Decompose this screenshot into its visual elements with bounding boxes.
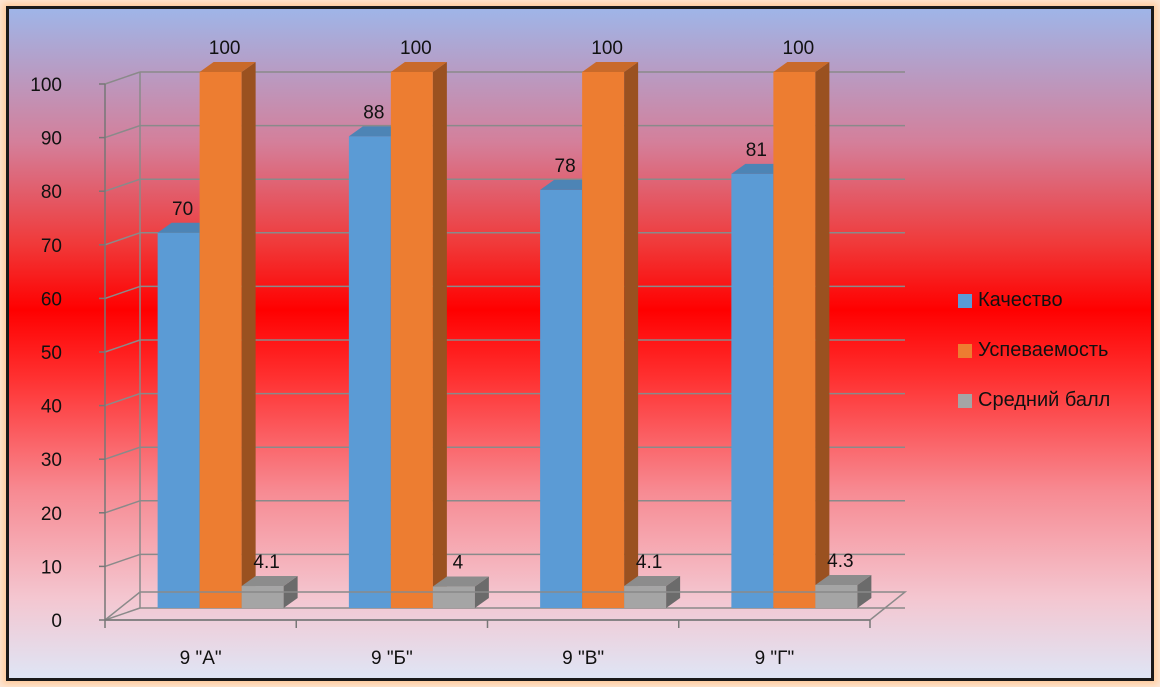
bar — [773, 72, 816, 608]
data-label: 100 — [783, 38, 815, 59]
data-label: 88 — [363, 102, 384, 123]
data-label: 81 — [746, 140, 767, 161]
bar — [241, 586, 284, 608]
bar-side — [432, 62, 447, 608]
bar-top — [815, 574, 872, 585]
bar-top — [582, 62, 639, 72]
data-label: 100 — [400, 38, 432, 59]
gridline-side — [104, 232, 141, 246]
legend-item: Успеваемость — [958, 338, 1110, 363]
y-tick-label: 50 — [41, 343, 62, 364]
data-label: 100 — [209, 38, 241, 59]
bar-top — [390, 62, 447, 72]
y-tick-label: 90 — [41, 129, 62, 150]
bar — [157, 232, 200, 609]
legend-label: Качество — [978, 289, 1063, 311]
gridline-side — [104, 607, 141, 621]
bar-top — [624, 576, 681, 587]
bar — [348, 136, 391, 608]
legend-swatch — [958, 293, 972, 308]
gridline-side — [104, 339, 141, 353]
data-label: 4.1 — [636, 552, 662, 573]
bar — [540, 189, 583, 609]
legend-item: Средний балл — [958, 388, 1110, 413]
legend-label: Успеваемость — [978, 339, 1109, 361]
y-tick-label: 70 — [41, 236, 62, 257]
category-label: 9 "Б" — [371, 648, 413, 669]
y-tick-label: 20 — [41, 504, 62, 525]
y-tick-label: 0 — [51, 611, 62, 632]
data-label: 78 — [555, 156, 576, 177]
data-label: 4.3 — [827, 551, 853, 572]
gridline-side — [104, 500, 141, 514]
category-label: 9 "А" — [180, 648, 222, 669]
y-tick-label: 30 — [41, 450, 62, 471]
legend-label: Средний балл — [978, 389, 1111, 411]
data-label: 70 — [172, 199, 193, 220]
y-tick-label: 40 — [41, 397, 62, 418]
bar-top — [241, 576, 298, 587]
y-tick-label: 100 — [30, 75, 62, 96]
bar — [624, 586, 667, 608]
legend-swatch — [958, 343, 972, 358]
bar-top — [773, 62, 830, 72]
bar-side — [624, 62, 639, 608]
category-label: 9 "Г" — [755, 648, 795, 669]
bar — [582, 72, 625, 608]
gridline-side — [104, 178, 141, 192]
y-tick-label: 60 — [41, 289, 62, 310]
y-tick-label: 80 — [41, 182, 62, 203]
gridline-side — [104, 446, 141, 460]
legend: Качество Успеваемость Средний балл — [958, 288, 1110, 438]
bar-top — [432, 576, 489, 587]
gridline-side — [104, 124, 141, 139]
category-label: 9 "В" — [562, 648, 604, 669]
y-tick-label: 10 — [41, 557, 62, 578]
bar — [390, 72, 433, 608]
legend-item: Качество — [958, 288, 1110, 313]
bar — [199, 72, 242, 608]
bar — [731, 173, 774, 608]
bar-side — [815, 62, 830, 608]
gridline-side — [104, 285, 141, 300]
data-label: 4.1 — [253, 552, 279, 573]
gridline-side — [104, 71, 141, 85]
bar — [432, 586, 475, 608]
data-label: 100 — [591, 38, 623, 59]
bar-side — [241, 62, 256, 608]
gridline-side — [104, 392, 141, 407]
bar — [815, 584, 858, 608]
data-label: 4 — [453, 553, 464, 574]
bar-top — [199, 62, 256, 72]
legend-swatch — [958, 393, 972, 408]
gridline-side — [104, 553, 141, 568]
